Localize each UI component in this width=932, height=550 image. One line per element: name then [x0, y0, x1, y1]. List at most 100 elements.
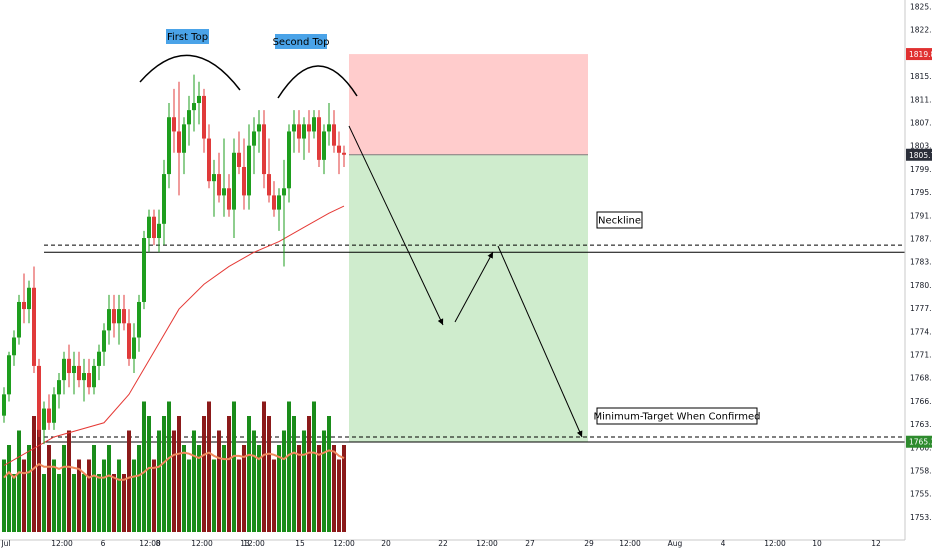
time-tick-label: 12:00 — [191, 539, 213, 548]
second-top-label[interactable]: Second Top — [273, 34, 330, 49]
volume-bar — [257, 445, 261, 532]
price-badge-text: 1819.89 — [909, 50, 932, 59]
time-tick-label: 20 — [381, 539, 391, 548]
volume-bar — [107, 445, 111, 532]
candle-body — [107, 309, 111, 331]
candle-body — [87, 373, 91, 388]
candle-body — [27, 287, 31, 310]
price-badge: 1819.89 — [906, 48, 932, 61]
pattern-drawings — [139, 54, 583, 438]
candle-body — [162, 174, 166, 224]
candle — [97, 344, 101, 381]
target-label[interactable]: Minimum-Target When Confirmed — [594, 407, 761, 425]
price-axis[interactable]: 1825.001822.001818.001815.001811.001807.… — [904, 0, 932, 540]
volume-bar — [47, 445, 51, 532]
target-label-box — [596, 407, 758, 425]
candle-body — [52, 394, 56, 423]
volume-bar — [212, 459, 216, 532]
candle-body — [42, 408, 46, 430]
price-tick-label: 1825.00 — [910, 3, 932, 12]
price-tick-label: 1795.00 — [910, 188, 932, 197]
volume-bar — [62, 445, 66, 532]
candle — [112, 294, 116, 338]
candle — [267, 138, 271, 203]
candle-body — [102, 330, 106, 352]
time-tick-label: 10 — [812, 539, 822, 548]
candle — [202, 88, 206, 153]
volume-bar — [227, 416, 231, 532]
volume-bar — [222, 445, 226, 532]
volume-bar — [52, 459, 56, 532]
volume-bar — [292, 416, 296, 532]
volume-bar — [32, 416, 36, 532]
first-top-label[interactable]: First Top — [166, 29, 209, 44]
candle — [282, 159, 286, 267]
candle — [152, 209, 156, 246]
candle-body — [257, 124, 261, 132]
price-tick-label: 1768.00 — [910, 374, 932, 383]
candle-body — [177, 131, 181, 153]
candle-body — [227, 188, 231, 210]
candle-body — [122, 309, 126, 324]
candle-body — [77, 365, 81, 381]
annotations[interactable]: First Top Second Top Neckline Minimum-Targe… — [166, 29, 761, 425]
candle-body — [182, 124, 186, 153]
candle — [137, 294, 141, 352]
volume-moving-average — [3, 449, 345, 481]
candle-body — [287, 131, 291, 189]
candle — [72, 351, 76, 395]
candle — [337, 131, 341, 175]
price-badge: 1805.72 — [906, 148, 932, 161]
first-top-label-box — [166, 29, 209, 44]
candle-body — [92, 365, 96, 388]
candle-body — [292, 124, 296, 132]
volume-bar — [237, 459, 241, 532]
candle — [122, 294, 126, 331]
candle — [287, 124, 291, 203]
profit-target-zone — [349, 154, 588, 442]
candle-body — [267, 174, 271, 196]
second-top-label-text: Second Top — [273, 37, 330, 48]
volume-bar — [262, 401, 266, 532]
candle — [22, 273, 26, 324]
candle-body — [172, 117, 176, 132]
candle — [327, 103, 331, 146]
candle-body — [297, 124, 301, 139]
candle — [247, 124, 251, 210]
candle — [302, 117, 306, 160]
candle — [272, 181, 276, 217]
price-tick-label: 1791.00 — [910, 211, 932, 220]
candle — [262, 110, 266, 189]
volume-bar — [42, 474, 46, 532]
candle — [17, 294, 21, 345]
volume-bar — [327, 416, 331, 532]
volume-bar — [92, 445, 96, 532]
price-tick-label: 1753.00 — [910, 513, 932, 522]
time-tick-label: 12:00 — [333, 539, 355, 548]
candle-body — [337, 145, 341, 153]
candle-body — [247, 145, 251, 196]
price-tick-label: 1760.50 — [910, 443, 932, 452]
time-tick-label: Jul — [0, 539, 10, 548]
candle — [207, 124, 211, 189]
candle-body — [57, 380, 61, 395]
candle — [317, 110, 321, 167]
price-tick-label: 1758.00 — [910, 467, 932, 476]
candle — [147, 209, 151, 253]
candle-body — [47, 408, 51, 423]
candle-body — [272, 195, 276, 210]
volume-bar — [247, 416, 251, 532]
neckline-label[interactable]: Neckline — [596, 211, 643, 229]
candle-body — [167, 117, 171, 175]
candle-body — [202, 95, 206, 139]
candle-body — [7, 355, 11, 395]
candle-body — [82, 373, 86, 381]
candle — [2, 387, 6, 423]
candle-body — [327, 124, 331, 132]
candle-body — [97, 351, 101, 366]
candle — [32, 266, 36, 374]
candle — [277, 188, 281, 231]
